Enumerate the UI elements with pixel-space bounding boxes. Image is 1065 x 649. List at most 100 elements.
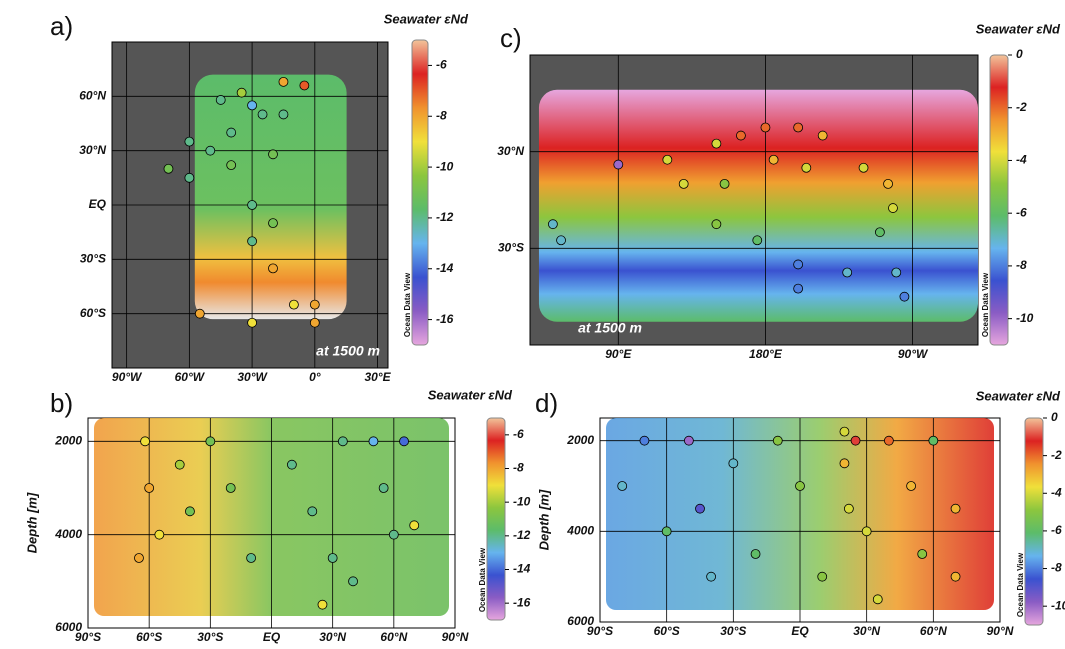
x-tick-label: 30°S	[197, 630, 223, 644]
data-point	[906, 481, 917, 491]
data-point	[163, 163, 174, 174]
data-point	[795, 481, 805, 491]
data-point	[793, 122, 804, 133]
data-point	[140, 436, 150, 447]
y-tick-label: 2000	[54, 434, 82, 448]
colorbar-tick-label: -6	[1051, 523, 1062, 537]
x-tick-label: 180°E	[749, 347, 783, 361]
colorbar-tick-label: -16	[436, 312, 454, 326]
watermark: Ocean Data View	[981, 272, 990, 337]
y-tick-label: 4000	[54, 527, 82, 541]
x-tick-label: 60°N	[920, 624, 947, 638]
data-point	[246, 553, 257, 563]
colorbar-tick-label: -2	[1051, 448, 1062, 462]
data-point	[639, 435, 650, 446]
colorbar	[989, 54, 1009, 346]
data-point	[899, 291, 910, 302]
data-point	[225, 483, 236, 493]
colorbar-tick-label: -6	[513, 427, 524, 441]
y-tick-label: 60°N	[79, 89, 106, 103]
data-point	[683, 435, 694, 446]
colorbar-tick-label: 0	[1016, 47, 1023, 61]
data-point	[772, 435, 783, 446]
colorbar-tick-label: -6	[436, 58, 447, 72]
data-point	[409, 520, 420, 531]
data-point	[327, 553, 338, 563]
y-tick-label: 60°S	[80, 306, 106, 320]
data-point	[174, 459, 185, 470]
panel-label: d)	[535, 388, 558, 418]
data-point	[309, 299, 320, 310]
x-tick-label: 90°S	[587, 624, 613, 638]
colorbar-tick-label: -4	[1051, 485, 1062, 499]
data-point	[226, 127, 237, 138]
x-tick-label: EQ	[791, 624, 809, 638]
data-point	[695, 503, 705, 514]
data-point	[752, 235, 763, 246]
data-point	[278, 76, 289, 87]
data-point	[950, 571, 961, 582]
data-point	[839, 458, 850, 469]
data-point	[257, 109, 268, 120]
x-tick-label: 60°W	[175, 370, 206, 384]
colorbar-tick-label: -12	[513, 528, 531, 542]
data-point	[184, 172, 195, 183]
colorbar-tick-label: -8	[1051, 561, 1062, 575]
data-point	[268, 218, 278, 229]
data-point	[289, 299, 299, 310]
panel-label: b)	[50, 388, 73, 418]
data-point	[247, 236, 257, 247]
data-point	[215, 95, 226, 105]
ocean-field	[538, 89, 978, 322]
data-point	[662, 154, 673, 165]
panel-label: c)	[500, 23, 522, 53]
x-tick-label: EQ	[263, 630, 281, 644]
colorbar-tick-label: -10	[1051, 598, 1065, 612]
x-tick-label: 30°E	[364, 370, 391, 384]
y-tick-label: 30°N	[497, 144, 524, 158]
data-point	[205, 145, 216, 156]
y-tick-label: 2000	[566, 433, 594, 447]
colorbar-title: Seawater εNd	[976, 21, 1061, 36]
data-point	[891, 267, 902, 278]
data-point	[950, 503, 961, 514]
data-point	[247, 100, 257, 111]
colorbar-tick-label: -6	[1016, 205, 1027, 219]
data-point	[613, 159, 624, 170]
x-tick-label: 90°W	[898, 347, 929, 361]
data-point	[861, 526, 872, 537]
x-tick-label: 90°E	[605, 347, 632, 361]
data-point	[299, 80, 310, 91]
y-tick-label: 6000	[567, 614, 594, 628]
y-tick-label: 30°N	[79, 143, 106, 157]
x-tick-label: 90°N	[442, 630, 469, 644]
data-point	[817, 130, 828, 141]
colorbar-tick-label: -10	[436, 159, 454, 173]
ocean-field	[194, 74, 347, 320]
data-point	[706, 571, 717, 582]
data-point	[883, 435, 894, 446]
data-point	[760, 122, 771, 133]
y-tick-label: 30°S	[80, 252, 106, 266]
colorbar-title: Seawater εNd	[976, 388, 1061, 403]
y-tick-label: 6000	[55, 620, 82, 634]
data-point	[286, 459, 297, 470]
colorbar-tick-label: -4	[1016, 153, 1027, 167]
data-point	[556, 235, 566, 246]
colorbar-tick-label: -8	[1016, 258, 1027, 272]
panel-label: a)	[50, 11, 73, 41]
colorbar-tick-label: -10	[1016, 311, 1034, 325]
colorbar-title: Seawater εNd	[428, 387, 513, 402]
watermark: Ocean Data View	[478, 547, 487, 612]
colorbar-tick-label: -8	[513, 461, 524, 475]
x-tick-label: 0°	[309, 370, 321, 384]
data-point	[768, 154, 779, 165]
colorbar-tick-label: -16	[513, 595, 531, 609]
x-tick-label: 30°N	[319, 630, 346, 644]
data-point	[268, 263, 278, 274]
data-point	[307, 506, 318, 517]
data-point	[247, 200, 257, 210]
data-point	[154, 529, 165, 540]
data-point	[736, 130, 746, 141]
